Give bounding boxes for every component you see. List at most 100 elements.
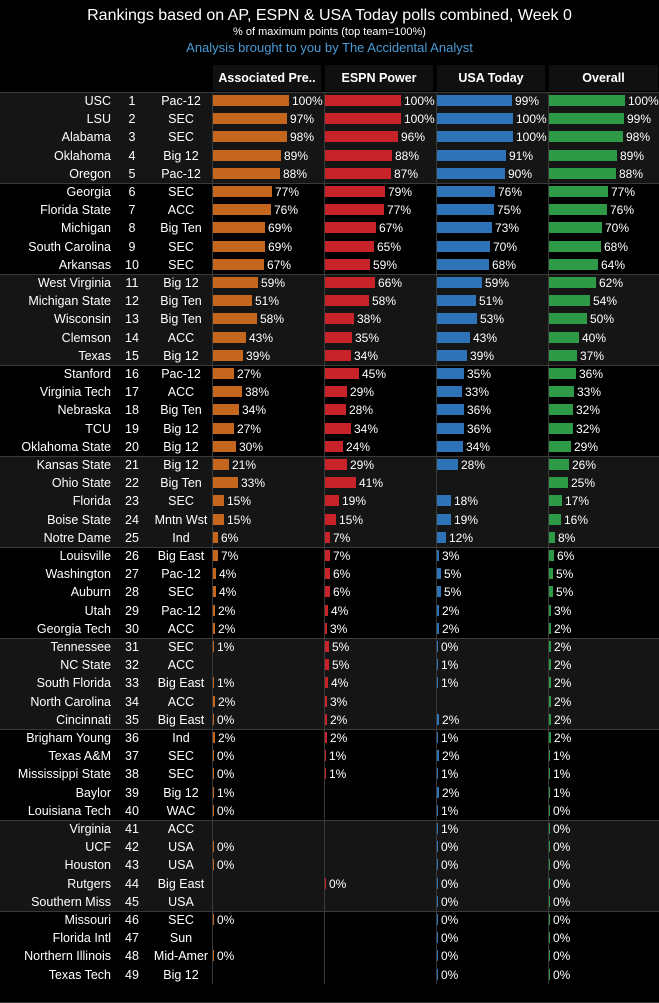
value-label-3: 2% bbox=[554, 658, 572, 673]
column-header-3[interactable]: Overall bbox=[549, 65, 658, 91]
value-label-3: 32% bbox=[576, 421, 601, 436]
table-row[interactable]: Florida Intl 47 Sun 0% 0% bbox=[0, 929, 659, 947]
bar-0 bbox=[213, 167, 280, 179]
rank-number: 15 bbox=[125, 348, 139, 363]
value-label-2: 5% bbox=[444, 585, 462, 600]
table-row[interactable]: Louisiana Tech 40 WAC 0% 1% 0% bbox=[0, 802, 659, 820]
table-row[interactable]: North Carolina 34 ACC 2% 3% 2% bbox=[0, 693, 659, 711]
table-row[interactable]: Brigham Young 36 Ind 2% 2% 1% 2% bbox=[0, 729, 659, 747]
table-row[interactable]: Texas 15 Big 12 39% 34% 39% 37% bbox=[0, 347, 659, 365]
table-row[interactable]: Northern Illinois 48 Mid-Amer 0% 0% 0% bbox=[0, 947, 659, 965]
table-row[interactable]: Georgia 6 SEC 77% 79% 76% 77% bbox=[0, 183, 659, 201]
value-label-1: 28% bbox=[349, 403, 374, 418]
value-label-2: 99% bbox=[515, 94, 540, 108]
team-name: Alabama bbox=[61, 130, 111, 145]
value-label-3: 0% bbox=[553, 894, 571, 909]
value-label-3: 0% bbox=[553, 840, 571, 855]
credit-link[interactable]: The Accidental Analyst bbox=[342, 40, 473, 55]
table-row[interactable]: TCU 19 Big 12 27% 34% 36% 32% bbox=[0, 420, 659, 438]
column-header-0[interactable]: Associated Pre.. bbox=[213, 65, 321, 91]
value-label-3: 6% bbox=[557, 549, 575, 563]
value-label-1: 87% bbox=[394, 166, 419, 181]
bar-2 bbox=[437, 659, 438, 671]
value-label-0: 2% bbox=[218, 694, 236, 709]
table-row[interactable]: Alabama 3 SEC 98% 96% 100% 98% bbox=[0, 128, 659, 146]
bar-0 bbox=[213, 859, 214, 871]
table-row[interactable]: LSU 2 SEC 97% 100% 100% 99% bbox=[0, 110, 659, 128]
table-row[interactable]: Texas Tech 49 Big 12 0% 0% bbox=[0, 966, 659, 984]
value-label-3: 17% bbox=[565, 494, 590, 509]
table-row[interactable]: USC 1 Pac-12 100% 100% 99% 100% bbox=[0, 92, 659, 110]
column-header-1[interactable]: ESPN Power bbox=[325, 65, 433, 91]
bar-2 bbox=[437, 459, 458, 470]
bar-0 bbox=[213, 586, 216, 598]
table-row[interactable]: Utah 29 Pac-12 2% 4% 2% 3% bbox=[0, 602, 659, 620]
table-row[interactable]: Oklahoma 4 Big 12 89% 88% 91% 89% bbox=[0, 147, 659, 165]
value-label-2: 1% bbox=[441, 803, 459, 818]
table-row[interactable]: Virginia Tech 17 ACC 38% 29% 33% 33% bbox=[0, 383, 659, 401]
table-row[interactable]: Ohio State 22 Big Ten 33% 41% 25% bbox=[0, 474, 659, 492]
table-row[interactable]: Georgia Tech 30 ACC 2% 3% 2% 2% bbox=[0, 620, 659, 638]
table-row[interactable]: Florida State 7 ACC 76% 77% 75% 76% bbox=[0, 201, 659, 219]
table-row[interactable]: Florida 23 SEC 15% 19% 18% 17% bbox=[0, 492, 659, 510]
conference-label: Pac-12 bbox=[161, 94, 201, 108]
table-row[interactable]: Boise State 24 Mntn Wst 15% 15% 19% 16% bbox=[0, 511, 659, 529]
bar-0 bbox=[213, 641, 214, 652]
table-row[interactable]: Cincinnati 35 Big East 0% 2% 2% 2% bbox=[0, 711, 659, 729]
table-row[interactable]: Notre Dame 25 Ind 6% 7% 12% 8% bbox=[0, 529, 659, 547]
table-row[interactable]: Clemson 14 ACC 43% 35% 43% 40% bbox=[0, 329, 659, 347]
table-row[interactable]: Missouri 46 SEC 0% 0% 0% bbox=[0, 911, 659, 929]
table-row[interactable]: Kansas State 21 Big 12 21% 29% 28% 26% bbox=[0, 456, 659, 474]
table-row[interactable]: Oregon 5 Pac-12 88% 87% 90% 88% bbox=[0, 165, 659, 183]
bar-3 bbox=[549, 914, 550, 925]
column-header-2[interactable]: USA Today bbox=[437, 65, 545, 91]
table-row[interactable]: Baylor 39 Big 12 1% 2% 1% bbox=[0, 784, 659, 802]
table-row[interactable]: West Virginia 11 Big 12 59% 66% 59% 62% bbox=[0, 274, 659, 292]
conference-label: Big 12 bbox=[163, 348, 199, 363]
table-row[interactable]: Mississippi State 38 SEC 0% 1% 1% 1% bbox=[0, 765, 659, 783]
value-label-2: 91% bbox=[509, 148, 534, 163]
table-row[interactable]: Washington 27 Pac-12 4% 6% 5% 5% bbox=[0, 565, 659, 583]
team-name: Stanford bbox=[63, 367, 111, 381]
table-row[interactable]: Southern Miss 45 USA 0% 0% bbox=[0, 893, 659, 911]
table-row[interactable]: Tennessee 31 SEC 1% 5% 0% 2% bbox=[0, 638, 659, 656]
value-label-1: 1% bbox=[329, 749, 347, 764]
conference-label: SEC bbox=[168, 913, 194, 927]
table-row[interactable]: Oklahoma State 20 Big 12 30% 24% 34% 29% bbox=[0, 438, 659, 456]
team-name: Wisconsin bbox=[54, 312, 111, 327]
bar-1 bbox=[325, 622, 327, 634]
table-row[interactable]: Michigan 8 Big Ten 69% 67% 73% 70% bbox=[0, 219, 659, 237]
table-row[interactable]: Virginia 41 ACC 1% 0% bbox=[0, 820, 659, 838]
table-row[interactable]: Rutgers 44 Big East 0% 0% 0% bbox=[0, 875, 659, 893]
value-label-0: 69% bbox=[268, 239, 293, 254]
table-row[interactable]: Wisconsin 13 Big Ten 58% 38% 53% 50% bbox=[0, 310, 659, 328]
value-label-2: 0% bbox=[441, 640, 459, 654]
table-row[interactable]: Texas A&M 37 SEC 0% 1% 2% 1% bbox=[0, 747, 659, 765]
conference-label: Pac-12 bbox=[161, 567, 201, 582]
bar-2 bbox=[437, 277, 482, 288]
value-label-3: 29% bbox=[574, 439, 599, 454]
table-row[interactable]: Michigan State 12 Big Ten 51% 58% 51% 54% bbox=[0, 292, 659, 310]
value-label-2: 0% bbox=[441, 858, 459, 873]
table-row[interactable]: Louisville 26 Big East 7% 7% 3% 6% bbox=[0, 547, 659, 565]
bar-2 bbox=[437, 386, 462, 398]
value-label-1: 19% bbox=[342, 494, 367, 509]
table-row[interactable]: UCF 42 USA 0% 0% 0% bbox=[0, 838, 659, 856]
table-row[interactable]: NC State 32 ACC 5% 1% 2% bbox=[0, 656, 659, 674]
bar-2 bbox=[437, 495, 451, 507]
bar-3 bbox=[549, 695, 551, 707]
column-separator bbox=[436, 92, 437, 984]
table-row[interactable]: Stanford 16 Pac-12 27% 45% 35% 36% bbox=[0, 365, 659, 383]
table-row[interactable]: Nebraska 18 Big Ten 34% 28% 36% 32% bbox=[0, 401, 659, 419]
table-row[interactable]: Houston 43 USA 0% 0% 0% bbox=[0, 856, 659, 874]
bar-3 bbox=[549, 204, 607, 216]
rank-number: 43 bbox=[125, 858, 139, 873]
table-row[interactable]: South Carolina 9 SEC 69% 65% 70% 68% bbox=[0, 238, 659, 256]
table-row[interactable]: South Florida 33 Big East 1% 4% 1% 2% bbox=[0, 674, 659, 692]
rank-number: 3 bbox=[128, 130, 136, 145]
bar-0 bbox=[213, 95, 289, 106]
table-row[interactable]: Arkansas 10 SEC 67% 59% 68% 64% bbox=[0, 256, 659, 274]
bar-0 bbox=[213, 477, 238, 489]
team-name: Brigham Young bbox=[26, 731, 111, 745]
table-row[interactable]: Auburn 28 SEC 4% 6% 5% 5% bbox=[0, 583, 659, 601]
